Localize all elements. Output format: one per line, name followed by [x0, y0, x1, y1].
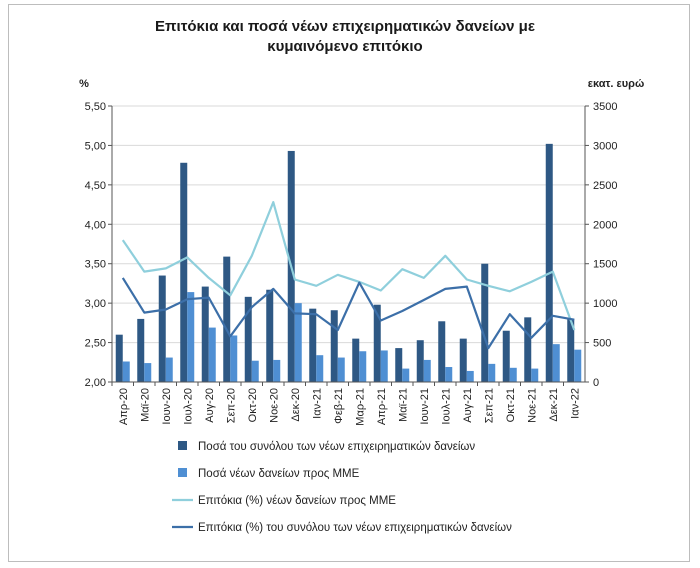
x-tick-label: Ιουλ-21 [440, 388, 452, 425]
bar [481, 263, 489, 382]
bar [230, 335, 238, 382]
x-tick-label: Δεκ-21 [548, 388, 560, 422]
bar [208, 327, 216, 382]
bar [244, 296, 252, 382]
bar [459, 338, 467, 382]
left-tick-label: 3,50 [85, 259, 106, 271]
bar [330, 310, 338, 382]
series-line [121, 201, 576, 331]
bar [502, 330, 510, 382]
right-tick-label: 2500 [593, 180, 617, 192]
bar [251, 360, 259, 382]
x-tick-label: Ιουν-21 [419, 388, 431, 425]
x-tick-label: Μαρ-21 [354, 388, 366, 426]
right-axis-unit: εκατ. ευρώ [588, 78, 645, 90]
bar [373, 304, 381, 382]
bar [187, 292, 195, 382]
x-tick-label: Σεπ-20 [225, 388, 237, 423]
bar [574, 349, 582, 382]
legend-label: Επιτόκια (%) νέων δανείων προς ΜΜΕ [198, 495, 396, 507]
x-tick-label: Σεπ-21 [483, 388, 495, 423]
left-tick-label: 3,00 [85, 298, 106, 310]
bar [309, 308, 317, 382]
bar [337, 357, 345, 382]
chart-frame [8, 4, 690, 562]
right-tick-label: 1500 [593, 259, 617, 271]
legend-swatch [178, 441, 187, 450]
bar [352, 338, 360, 382]
left-tick-label: 4,50 [85, 180, 106, 192]
left-tick-label: 2,00 [85, 377, 106, 389]
bar [180, 162, 188, 382]
bar [567, 318, 575, 382]
x-tick-label: Απρ-20 [118, 388, 130, 425]
bar [402, 368, 410, 382]
bar [201, 286, 209, 382]
right-tick-label: 2000 [593, 219, 617, 231]
bar [144, 363, 152, 382]
bar [137, 318, 145, 382]
x-tick-label: Ιουν-20 [161, 388, 173, 425]
bar [316, 355, 324, 382]
x-tick-label: Ιαν-22 [569, 388, 581, 419]
bar [524, 317, 532, 382]
x-tick-label: Φεβ-21 [333, 388, 345, 424]
bar [438, 321, 446, 382]
bar [266, 289, 274, 382]
left-tick-label: 5,00 [85, 140, 106, 152]
bar [165, 357, 173, 382]
x-tick-label: Αυγ-20 [204, 388, 216, 423]
bar [416, 340, 424, 382]
right-tick-label: 0 [593, 377, 599, 389]
left-tick-label: 4,00 [85, 219, 106, 231]
x-tick-label: Οκτ-20 [247, 388, 259, 422]
x-tick-label: Οκτ-21 [505, 388, 517, 422]
bar [423, 359, 431, 382]
x-tick-label: Δεκ-20 [290, 388, 302, 422]
legend-label: Ποσά του συνόλου των νέων επιχειρηματικώ… [198, 441, 475, 453]
bar [158, 275, 166, 382]
bar [545, 143, 553, 382]
bar [294, 303, 302, 382]
bar [445, 367, 453, 382]
right-tick-label: 1000 [593, 298, 617, 310]
x-tick-label: Ιουλ-20 [182, 388, 194, 425]
x-tick-label: Μαϊ-21 [397, 388, 409, 422]
bar [552, 344, 560, 382]
x-tick-label: Απρ-21 [376, 388, 388, 425]
chart-title-line-2: κυμαινόμενο επιτόκιο [267, 38, 422, 55]
left-tick-label: 5,50 [85, 101, 106, 113]
legend-label: Επιτόκια (%) του συνόλου των νέων επιχει… [198, 522, 512, 534]
x-tick-label: Αυγ-21 [462, 388, 474, 423]
right-tick-label: 500 [593, 338, 611, 350]
right-tick-label: 3000 [593, 140, 617, 152]
x-tick-label: Νοε-21 [526, 388, 538, 423]
legend-label: Ποσά νέων δανείων προς ΜΜΕ [198, 468, 360, 480]
bar [115, 334, 123, 382]
bar [466, 370, 474, 382]
left-tick-label: 2,50 [85, 338, 106, 350]
bar [380, 350, 388, 382]
x-tick-label: Μαϊ-20 [139, 388, 151, 422]
bar [223, 256, 231, 382]
legend-swatch [178, 468, 187, 477]
bar [488, 363, 496, 382]
series-line [121, 277, 575, 350]
bar [359, 351, 367, 382]
right-tick-label: 3500 [593, 101, 617, 113]
bar [395, 348, 403, 382]
x-tick-label: Νοε-20 [268, 388, 280, 423]
bar [122, 361, 130, 382]
left-axis-unit: % [79, 78, 89, 90]
chart-title-line-1: Επιτόκια και ποσά νέων επιχειρηματικών δ… [155, 18, 535, 35]
bar [273, 359, 281, 382]
bar [531, 368, 539, 382]
x-tick-label: Ιαν-21 [311, 388, 323, 419]
bar [509, 367, 517, 382]
